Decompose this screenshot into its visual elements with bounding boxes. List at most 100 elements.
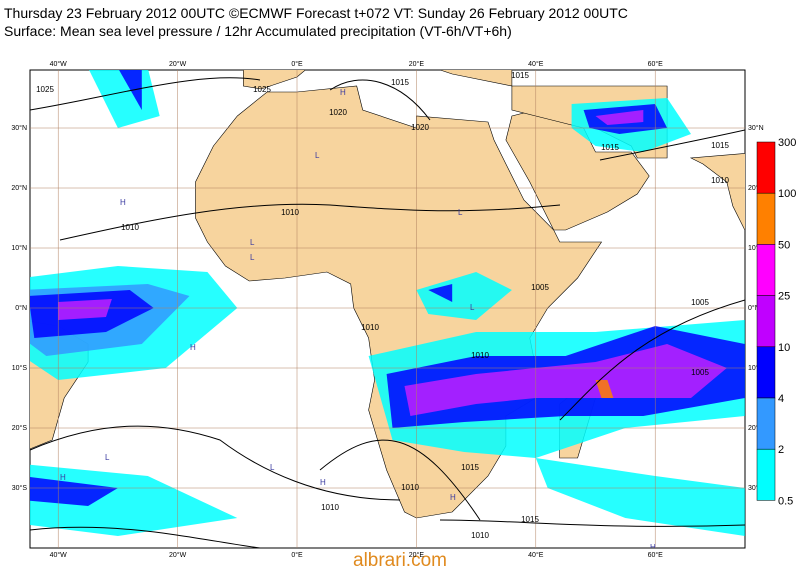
pressure-center: H — [320, 478, 326, 487]
precipitation-area — [595, 110, 644, 125]
colorbar-label: 300 — [778, 137, 796, 149]
isobar — [30, 526, 261, 548]
pressure-center: H — [190, 343, 196, 352]
precipitation-area — [119, 70, 142, 110]
isobar-label: 1010 — [281, 208, 299, 217]
latitude-label: 10°S — [748, 364, 764, 372]
latitude-label: 30°S — [12, 484, 28, 492]
latitude-label: 10°N — [11, 244, 27, 252]
title-line-2: Surface: Mean sea level pressure / 12hr … — [4, 23, 512, 39]
land — [439, 70, 513, 87]
map-content: 1025 1025 1020 1020 1015 1015 1010 1010 1005 1010… — [30, 70, 745, 552]
colorbar-segment — [756, 346, 776, 399]
isobar-label: 1020 — [411, 123, 429, 132]
isobar-label: 1015 — [391, 78, 409, 87]
isobar-label: 1005 — [691, 298, 709, 307]
isobar-label: 1015 — [461, 463, 479, 472]
latitude-label: 20°N — [11, 184, 27, 192]
isobar-label: 1010 — [361, 323, 379, 332]
pressure-center: L — [315, 151, 320, 160]
longitude-label: 60°E — [648, 60, 664, 68]
isobar-label: 1010 — [471, 531, 489, 540]
isobar — [59, 203, 561, 241]
colorbar-label: 0.5 — [778, 495, 793, 507]
isobar-label: 1020 — [329, 108, 347, 117]
precipitation-area — [535, 458, 745, 536]
longitude-label: 40°E — [528, 551, 544, 559]
title-line-1: Thursday 23 February 2012 00UTC ©ECMWF F… — [4, 5, 628, 21]
longitude-label: 40°W — [50, 551, 68, 559]
land — [689, 153, 745, 231]
precipitation-area — [595, 380, 614, 398]
longitude-label: 20°W — [169, 60, 187, 68]
pressure-center: L — [250, 238, 255, 247]
longitude-label: 0°E — [291, 551, 303, 559]
isobar-label: 1025 — [36, 85, 54, 94]
colorbar-label: 10 — [778, 342, 790, 354]
latitude-label: 0°N — [15, 304, 27, 312]
isobar-label: 1015 — [521, 515, 539, 524]
isobar — [30, 425, 401, 501]
latitude-label: 20°S — [748, 424, 764, 432]
isobar-label: 1010 — [121, 223, 139, 232]
colorbar-label: 4 — [778, 393, 784, 405]
latitude-label: 10°S — [12, 364, 28, 372]
longitude-label: 60°E — [648, 551, 664, 559]
colorbar-segment — [756, 448, 776, 501]
longitude-label: 20°E — [409, 60, 425, 68]
precipitation-area — [30, 476, 118, 506]
watermark: albrari.com — [353, 550, 447, 568]
pressure-center: H — [340, 88, 346, 97]
colorbar-segment — [756, 141, 776, 194]
colorbar-segment — [756, 397, 776, 450]
isobar — [319, 439, 481, 521]
isobar-label: 1010 — [471, 351, 489, 360]
precipitation-area — [428, 284, 453, 302]
isobar — [439, 519, 745, 527]
isobar-label: 1010 — [401, 483, 419, 492]
pressure-center: L — [458, 208, 463, 217]
isobar-label: 1010 — [321, 503, 339, 512]
longitude-label: 20°W — [169, 551, 187, 559]
latitude-label: 30°N — [11, 124, 27, 132]
latitude-label: 10°N — [748, 244, 764, 252]
colorbar-label: 100 — [778, 188, 796, 200]
latitude-label: 0°N — [748, 304, 760, 312]
isobar-label: 1015 — [711, 141, 729, 150]
longitude-label: 40°W — [50, 60, 68, 68]
longitude-label: 20°E — [409, 551, 425, 559]
land — [243, 70, 306, 90]
pressure-center: H — [60, 473, 66, 482]
isobar-label: 1005 — [531, 283, 549, 292]
isobar — [599, 129, 745, 161]
colorbar-segment — [756, 244, 776, 296]
colorbar-segment — [756, 192, 776, 245]
map-area: 1025 1025 1020 1020 1015 1015 1010 1010 1005 1010… — [29, 69, 746, 552]
latitude-label: 20°N — [748, 184, 764, 192]
precipitation-area — [89, 70, 160, 128]
isobar-label: 1015 — [601, 143, 619, 152]
isobar-label: 1010 — [711, 176, 729, 185]
isobar — [30, 77, 261, 111]
precipitation-area — [30, 464, 238, 536]
pressure-center: L — [105, 453, 110, 462]
pressure-center: H — [450, 493, 456, 502]
latitude-label: 20°S — [12, 424, 28, 432]
longitude-label: 0°E — [291, 60, 303, 68]
isobar — [329, 79, 431, 121]
isobar-label: 1005 — [691, 368, 709, 377]
longitude-label: 40°E — [528, 60, 544, 68]
pressure-center: L — [470, 303, 475, 312]
pressure-center: H — [120, 198, 126, 207]
isobar-label: 1015 — [511, 71, 529, 80]
precipitation-area — [58, 299, 112, 320]
pressure-center: H — [650, 543, 656, 552]
colorbar-label: 2 — [778, 444, 784, 456]
isobar — [559, 299, 745, 421]
latitude-label: 30°N — [748, 124, 764, 132]
pressure-center: L — [270, 463, 275, 472]
pressure-center: L — [250, 253, 255, 262]
isobar-label: 1025 — [253, 85, 271, 94]
latitude-label: 30°S — [748, 484, 764, 492]
